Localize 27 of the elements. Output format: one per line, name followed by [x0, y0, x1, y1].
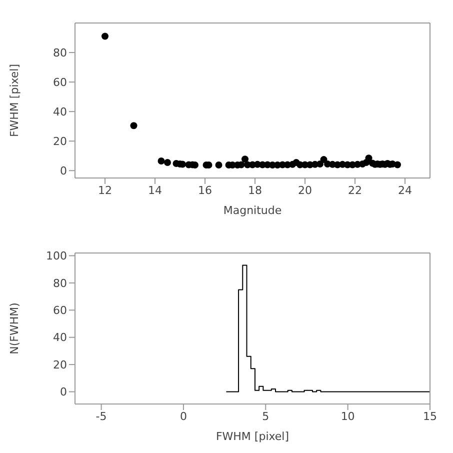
- y-axis-title: FWHM [pixel]: [8, 64, 21, 138]
- x-tick-label: -5: [96, 410, 107, 423]
- y-tick-label: 0: [60, 164, 67, 178]
- y-tick-label: 20: [53, 135, 67, 148]
- y-tick-label: 80: [53, 276, 67, 290]
- x-tick-label: 18: [248, 184, 262, 197]
- x-tick-label: 14: [148, 184, 162, 197]
- x-tick-label: 12: [98, 184, 112, 197]
- x-tick-label: 16: [198, 184, 212, 197]
- x-tick-label: 24: [398, 184, 412, 197]
- y-tick-label: 40: [53, 331, 67, 344]
- x-axis-title: Magnitude: [223, 204, 282, 217]
- y-tick-label: 80: [53, 46, 67, 60]
- x-tick-label: 5: [262, 410, 270, 423]
- y-tick-label: 20: [53, 358, 67, 372]
- x-tick-label: 10: [340, 410, 355, 423]
- x-tick-label: 22: [348, 184, 362, 197]
- y-tick-label: 100: [46, 250, 67, 263]
- y-tick-label: 60: [53, 304, 67, 318]
- x-axis-title: FWHM [pixel]: [216, 430, 290, 443]
- y-axis-title: N(FWHM): [8, 302, 21, 354]
- y-tick-label: 60: [53, 76, 67, 89]
- x-tick-label: 0: [180, 410, 187, 423]
- y-tick-label: 0: [60, 386, 67, 399]
- x-tick-label: 20: [298, 184, 312, 197]
- y-tick-label: 40: [53, 105, 67, 118]
- x-tick-label: 15: [423, 410, 437, 423]
